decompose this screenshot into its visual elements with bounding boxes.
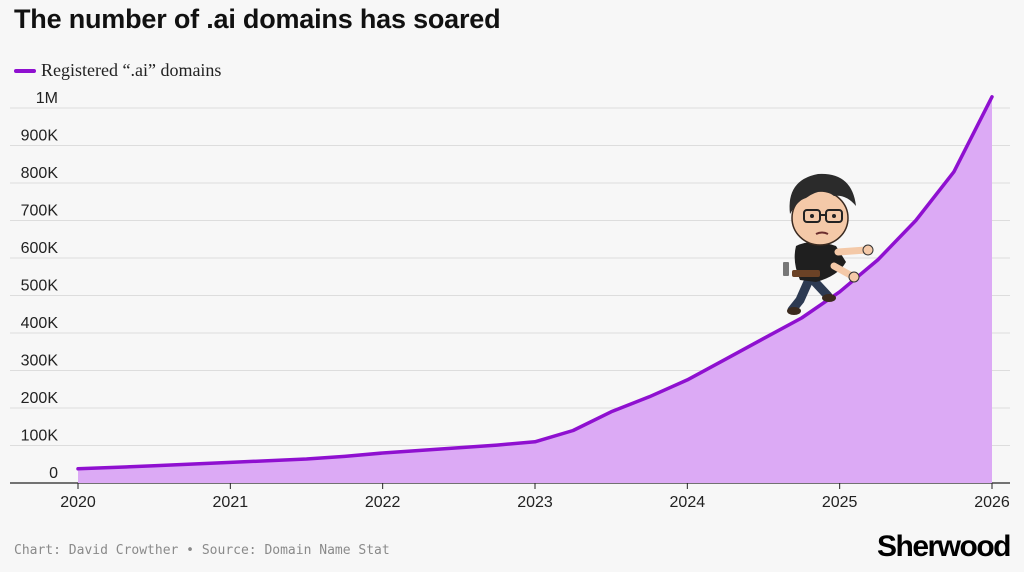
series-area-fill: [78, 96, 992, 484]
y-tick-label: 700K: [21, 203, 59, 220]
y-tick-label: 0: [49, 465, 58, 482]
climber-leg-back: [787, 277, 813, 315]
climber-arm: [834, 246, 870, 256]
cartoon-climber-illustration: [783, 173, 874, 315]
y-tick-label: 1M: [36, 90, 58, 107]
climber-eye: [810, 214, 814, 218]
x-tick-label: 2025: [822, 494, 858, 511]
climber-tool: [783, 262, 789, 276]
y-tick-label: 900K: [21, 128, 59, 145]
area-layer: [76, 95, 994, 484]
x-tick-label: 2022: [365, 494, 401, 511]
climber-leg-front: [810, 277, 833, 301]
y-tick-label: 100K: [21, 428, 59, 445]
y-tick-label: 300K: [21, 353, 59, 370]
x-tick-label: 2023: [517, 494, 553, 511]
x-tick-label: 2026: [974, 494, 1010, 511]
y-tick-label: 200K: [21, 390, 59, 407]
y-tick-label: 400K: [21, 315, 59, 332]
climber-hair: [789, 173, 856, 214]
climber-hand: [848, 271, 860, 283]
chart-credit: Chart: David Crowther • Source: Domain N…: [14, 543, 390, 558]
y-tick-label: 600K: [21, 240, 59, 257]
series-line: [76, 95, 994, 471]
climber-shoe: [822, 294, 836, 302]
y-tick-label: 800K: [21, 165, 59, 182]
climber-hand: [862, 244, 874, 256]
brand-logo: Sherwood: [876, 530, 1012, 563]
legend: Registered “.ai” domains: [14, 60, 221, 81]
tick-labels: 0 100K 200K 300K 400K 500K 600K 700K 800K 900K 1M 2…: [21, 90, 1010, 511]
legend-swatch: [14, 68, 36, 73]
climber-eye: [832, 214, 836, 218]
legend-label: Registered “.ai” domains: [41, 60, 222, 80]
climber-tool-belt: [792, 270, 820, 277]
x-tick-label: 2021: [213, 494, 249, 511]
climber-mouth: [815, 231, 829, 235]
chart-title: The number of .ai domains has soared: [14, 4, 501, 34]
x-tick-label: 2024: [670, 494, 706, 511]
climber-arm: [830, 262, 856, 280]
x-tick-label: 2020: [60, 494, 96, 511]
y-tick-label: 500K: [21, 278, 59, 295]
climber-shoe: [787, 307, 801, 315]
